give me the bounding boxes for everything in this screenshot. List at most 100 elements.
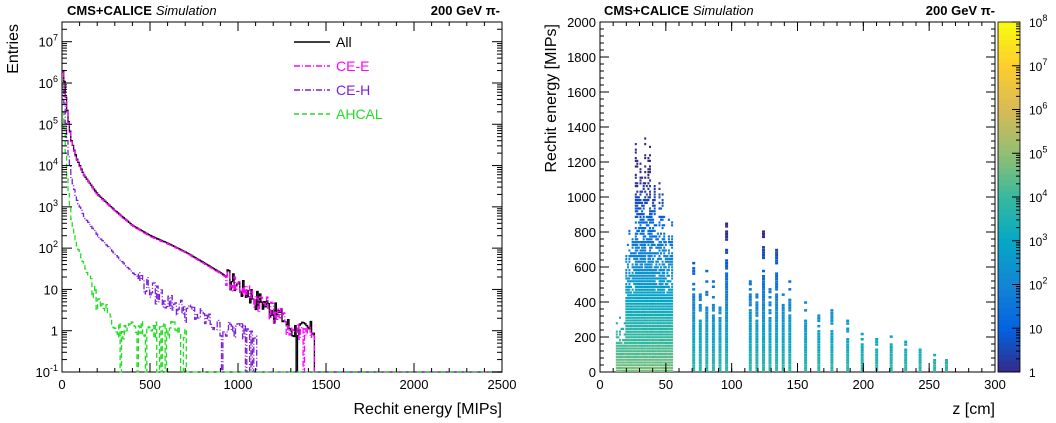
heatmap-cell	[666, 257, 669, 260]
heatmap-cell	[650, 313, 653, 316]
heatmap-cell	[656, 369, 659, 372]
heatmap-cell	[650, 297, 653, 300]
heatmap-cell	[656, 341, 659, 344]
heatmap-cell	[637, 305, 640, 308]
heatmap-cell	[781, 345, 785, 349]
heatmap-cell	[634, 319, 637, 322]
heatmap-cell	[644, 257, 647, 260]
heatmap-cell	[625, 330, 628, 333]
heatmap-cell	[671, 283, 674, 286]
heatmap-cell	[660, 305, 662, 308]
heatmap-cell	[652, 204, 655, 207]
heatmap-cell	[631, 350, 634, 353]
heatmap-cell	[663, 297, 666, 300]
heatmap-cell	[945, 369, 948, 372]
heatmap-cell	[656, 271, 659, 274]
right-y-tick-label: 1800	[567, 50, 596, 65]
right-y-tick-label: 1000	[567, 190, 596, 205]
heatmap-cell	[650, 277, 653, 280]
heatmap-cell	[641, 263, 644, 266]
heatmap-cell	[647, 263, 650, 266]
heatmap-cell	[762, 306, 765, 309]
heatmap-cell	[633, 257, 636, 260]
heatmap-cell	[647, 232, 650, 235]
heatmap-cell	[642, 322, 645, 325]
heatmap-cell	[755, 330, 759, 333]
heatmap-cell	[647, 308, 650, 311]
heatmap-cell	[705, 356, 709, 359]
heatmap-cell	[781, 332, 785, 336]
heatmap-cell	[663, 274, 666, 277]
colorbar-segment	[998, 296, 1020, 303]
heatmap-cell	[775, 332, 779, 336]
heatmap-cell	[781, 311, 785, 315]
heatmap-cell	[660, 266, 662, 269]
heatmap-cell	[830, 330, 834, 333]
heatmap-cell	[644, 266, 647, 269]
heatmap-cell	[652, 327, 655, 330]
heatmap-cell	[725, 290, 729, 294]
heatmap-cell	[636, 257, 639, 260]
heatmap-cell	[647, 333, 650, 336]
heatmap-cell	[628, 255, 631, 258]
heatmap-cell	[633, 252, 636, 255]
heatmap-cell	[637, 213, 640, 216]
heatmap-cell	[633, 283, 636, 286]
heatmap-cell	[788, 324, 792, 328]
heatmap-cell	[647, 316, 650, 319]
heatmap-cell	[666, 319, 669, 322]
heatmap-cell	[666, 294, 669, 297]
heatmap-cell	[634, 311, 637, 314]
heatmap-cell	[667, 341, 670, 344]
heatmap-cell	[667, 280, 670, 283]
heatmap-cell	[626, 336, 629, 339]
heatmap-cell	[625, 358, 628, 361]
heatmap-cell	[628, 299, 631, 302]
heatmap-cell	[718, 330, 722, 333]
heatmap-cell	[634, 285, 637, 288]
heatmap-cell	[655, 238, 658, 241]
heatmap-cell	[781, 306, 785, 309]
heatmap-cell	[748, 288, 752, 291]
heatmap-cell	[667, 302, 670, 305]
heatmap-cell	[660, 330, 662, 333]
heatmap-cell	[634, 148, 637, 151]
heatmap-cell	[639, 182, 642, 185]
heatmap-cell	[652, 350, 655, 353]
heatmap-cell	[671, 327, 674, 330]
heatmap-cell	[830, 366, 834, 370]
heatmap-cell	[658, 311, 661, 314]
heatmap-cell	[725, 235, 729, 239]
heatmap-cell	[636, 361, 639, 364]
heatmap-cell	[622, 339, 625, 342]
colorbar-segment	[998, 319, 1020, 326]
heatmap-cell	[637, 274, 640, 277]
heatmap-cell	[626, 353, 629, 356]
heatmap-cell	[660, 308, 662, 311]
heatmap-cell	[625, 283, 628, 286]
heatmap-cell	[641, 204, 644, 207]
heatmap-cell	[649, 336, 651, 339]
heatmap-cell	[647, 173, 650, 176]
heatmap-cell	[755, 296, 759, 299]
heatmap-cell	[846, 322, 850, 325]
heatmap-cell	[628, 271, 631, 274]
heatmap-cell	[644, 302, 647, 305]
heatmap-cell	[649, 327, 651, 330]
heatmap-cell	[788, 330, 792, 333]
heatmap-cell	[630, 350, 632, 353]
heatmap-cell	[652, 305, 655, 308]
heatmap-cell	[617, 336, 620, 339]
heatmap-cell	[633, 341, 636, 344]
heatmap-cell	[636, 288, 639, 291]
heatmap-cell	[748, 343, 752, 346]
colorbar-segment	[998, 109, 1020, 116]
heatmap-cell	[660, 344, 662, 347]
heatmap-cell	[636, 364, 639, 367]
heatmap-cell	[642, 297, 645, 300]
heatmap-cell	[655, 305, 658, 308]
heatmap-cell	[652, 308, 655, 311]
heatmap-cell	[669, 263, 672, 266]
heatmap-cell	[619, 330, 621, 333]
heatmap-cell	[846, 359, 850, 362]
